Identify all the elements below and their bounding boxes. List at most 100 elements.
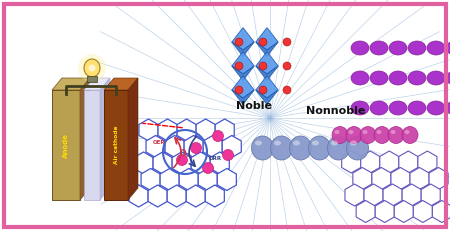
Polygon shape bbox=[203, 136, 222, 158]
Polygon shape bbox=[179, 168, 198, 191]
Ellipse shape bbox=[446, 41, 450, 55]
Ellipse shape bbox=[370, 41, 388, 55]
Ellipse shape bbox=[89, 64, 95, 72]
Ellipse shape bbox=[427, 101, 445, 115]
Polygon shape bbox=[222, 136, 241, 158]
Polygon shape bbox=[184, 136, 203, 158]
Ellipse shape bbox=[274, 140, 281, 146]
Ellipse shape bbox=[408, 41, 426, 55]
Circle shape bbox=[176, 155, 188, 165]
Polygon shape bbox=[232, 90, 254, 104]
Polygon shape bbox=[413, 201, 432, 222]
Polygon shape bbox=[104, 90, 128, 200]
Polygon shape bbox=[205, 185, 225, 207]
Circle shape bbox=[235, 62, 243, 70]
Polygon shape bbox=[421, 184, 440, 206]
Polygon shape bbox=[353, 167, 372, 189]
Polygon shape bbox=[375, 201, 394, 222]
Polygon shape bbox=[160, 168, 179, 191]
Ellipse shape bbox=[377, 130, 382, 134]
Text: ORR: ORR bbox=[209, 156, 222, 161]
Ellipse shape bbox=[351, 71, 369, 85]
Polygon shape bbox=[372, 167, 391, 189]
Circle shape bbox=[190, 143, 202, 154]
Ellipse shape bbox=[389, 101, 407, 115]
Ellipse shape bbox=[351, 41, 369, 55]
Ellipse shape bbox=[374, 127, 390, 143]
Polygon shape bbox=[394, 201, 413, 222]
Polygon shape bbox=[52, 78, 90, 90]
Polygon shape bbox=[342, 151, 361, 173]
Ellipse shape bbox=[351, 101, 369, 115]
Ellipse shape bbox=[408, 71, 426, 85]
Ellipse shape bbox=[252, 136, 274, 160]
Ellipse shape bbox=[328, 136, 350, 160]
Circle shape bbox=[259, 62, 267, 70]
Text: Air cathode: Air cathode bbox=[113, 126, 118, 164]
Circle shape bbox=[283, 38, 291, 46]
Polygon shape bbox=[432, 201, 450, 222]
Circle shape bbox=[222, 149, 234, 161]
Polygon shape bbox=[129, 185, 148, 207]
Polygon shape bbox=[410, 167, 429, 189]
Polygon shape bbox=[232, 42, 254, 56]
Ellipse shape bbox=[405, 130, 410, 134]
Polygon shape bbox=[345, 184, 364, 206]
Polygon shape bbox=[418, 151, 437, 173]
Text: O$_2$: O$_2$ bbox=[179, 148, 191, 160]
Ellipse shape bbox=[402, 127, 418, 143]
Polygon shape bbox=[153, 152, 172, 174]
Polygon shape bbox=[128, 78, 138, 200]
Ellipse shape bbox=[427, 71, 445, 85]
Polygon shape bbox=[84, 90, 100, 200]
Polygon shape bbox=[148, 185, 167, 207]
Circle shape bbox=[212, 131, 224, 142]
Polygon shape bbox=[165, 136, 184, 158]
Polygon shape bbox=[172, 152, 191, 174]
Ellipse shape bbox=[289, 136, 311, 160]
Polygon shape bbox=[256, 66, 278, 80]
Polygon shape bbox=[361, 151, 380, 173]
Polygon shape bbox=[256, 76, 278, 98]
Ellipse shape bbox=[370, 101, 388, 115]
Polygon shape bbox=[141, 168, 160, 191]
Ellipse shape bbox=[334, 130, 339, 134]
Ellipse shape bbox=[446, 101, 450, 115]
Ellipse shape bbox=[293, 140, 300, 146]
Polygon shape bbox=[196, 119, 215, 141]
Ellipse shape bbox=[270, 136, 292, 160]
Text: Noble: Noble bbox=[236, 101, 272, 111]
Ellipse shape bbox=[363, 130, 368, 134]
Ellipse shape bbox=[312, 140, 319, 146]
Text: Nonnoble: Nonnoble bbox=[306, 106, 365, 116]
Polygon shape bbox=[383, 184, 402, 206]
Ellipse shape bbox=[391, 130, 396, 134]
Polygon shape bbox=[80, 78, 90, 200]
Text: Anode: Anode bbox=[63, 133, 69, 158]
Ellipse shape bbox=[84, 59, 100, 77]
Circle shape bbox=[283, 86, 291, 94]
Ellipse shape bbox=[331, 140, 338, 146]
Polygon shape bbox=[256, 90, 278, 104]
Polygon shape bbox=[256, 42, 278, 56]
Polygon shape bbox=[256, 27, 278, 50]
Polygon shape bbox=[100, 78, 110, 200]
Polygon shape bbox=[356, 201, 375, 222]
Polygon shape bbox=[232, 76, 254, 98]
Polygon shape bbox=[232, 66, 254, 80]
Polygon shape bbox=[198, 168, 217, 191]
Ellipse shape bbox=[348, 130, 354, 134]
Polygon shape bbox=[134, 152, 153, 174]
Polygon shape bbox=[380, 151, 399, 173]
Polygon shape bbox=[429, 167, 448, 189]
Polygon shape bbox=[399, 151, 418, 173]
Polygon shape bbox=[215, 119, 234, 141]
Circle shape bbox=[235, 38, 243, 46]
Ellipse shape bbox=[346, 136, 369, 160]
Ellipse shape bbox=[255, 140, 262, 146]
Polygon shape bbox=[217, 168, 236, 191]
Ellipse shape bbox=[78, 54, 106, 82]
Polygon shape bbox=[104, 78, 138, 90]
Polygon shape bbox=[402, 184, 421, 206]
Polygon shape bbox=[139, 119, 158, 141]
